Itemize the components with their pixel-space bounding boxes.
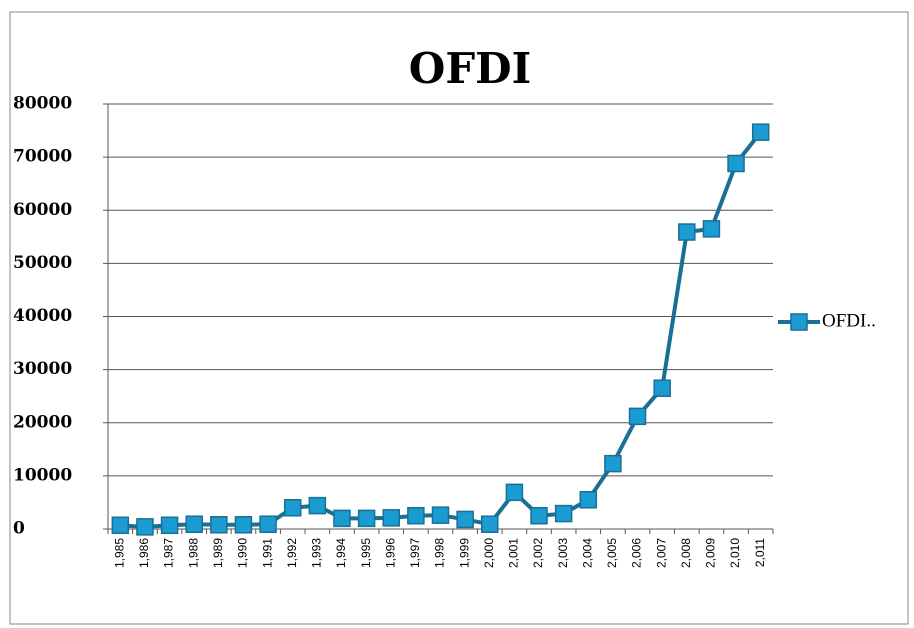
legend-marker [790,313,808,331]
x-tick-label: 2,005 [605,538,619,568]
x-tick-label: 2,006 [630,538,644,568]
marker [431,506,450,524]
marker [308,496,327,515]
y-tick-label: 40000 [13,306,72,326]
x-tick-label: 2,000 [482,538,496,568]
marker [185,515,203,533]
x-tick-label: 1,989 [211,538,225,568]
x-tick-label: 2,003 [556,538,570,568]
x-tick-label: 1,999 [457,538,471,568]
marker [357,509,376,528]
x-tick-label: 1,991 [260,538,274,568]
x-tick-label: 1,995 [359,538,373,568]
x-tick-label: 2,001 [507,538,521,568]
marker [653,379,671,397]
marker [111,516,130,535]
y-tick-label: 60000 [13,200,72,220]
marker [530,506,548,525]
marker [628,407,647,426]
chart-title: OFDI [409,44,531,93]
x-tick-label: 2,002 [531,538,545,568]
x-tick-label: 2,004 [580,538,594,568]
marker [407,506,425,525]
x-tick-label: 2,010 [728,538,742,568]
x-tick-label: 2,011 [753,538,767,567]
y-tick-label: 30000 [13,359,72,379]
x-tick-label: 2,008 [679,538,693,568]
marker [210,516,228,534]
y-tick-label: 10000 [13,465,72,485]
y-tick-label: 0 [13,519,25,539]
x-tick-label: 2,009 [704,538,718,568]
x-tick-label: 1,998 [433,538,447,568]
x-tick-label: 1,993 [310,538,324,568]
x-tick-label: 1,994 [334,538,348,568]
marker [136,518,154,536]
x-tick-label: 1,992 [285,538,299,568]
y-tick-label: 20000 [13,412,72,432]
x-tick-label: 1,986 [137,538,151,568]
x-tick-label: 1,997 [408,538,422,568]
marker [234,516,253,534]
marker [333,509,351,528]
x-tick-label: 1,990 [236,538,250,568]
marker [283,499,302,517]
marker [505,483,524,502]
marker [382,509,400,527]
x-tick-label: 2,007 [654,538,668,568]
x-tick-label: 1,988 [186,538,200,568]
marker [727,154,745,173]
x-tick-label: 1,987 [162,538,176,568]
marker [702,220,721,238]
marker [160,516,179,535]
x-tick-label: 1,985 [112,538,126,568]
marker [678,223,696,241]
y-tick-label: 70000 [13,147,72,167]
marker [579,491,598,509]
y-tick-label: 80000 [13,94,72,114]
marker [456,510,474,529]
marker [604,454,622,473]
x-tick-label: 1,996 [383,538,397,568]
marker [751,123,770,141]
legend-label: OFDI.. [822,310,876,331]
marker [259,515,277,533]
marker [481,515,499,533]
y-tick-label: 50000 [13,253,72,273]
marker [554,504,573,523]
